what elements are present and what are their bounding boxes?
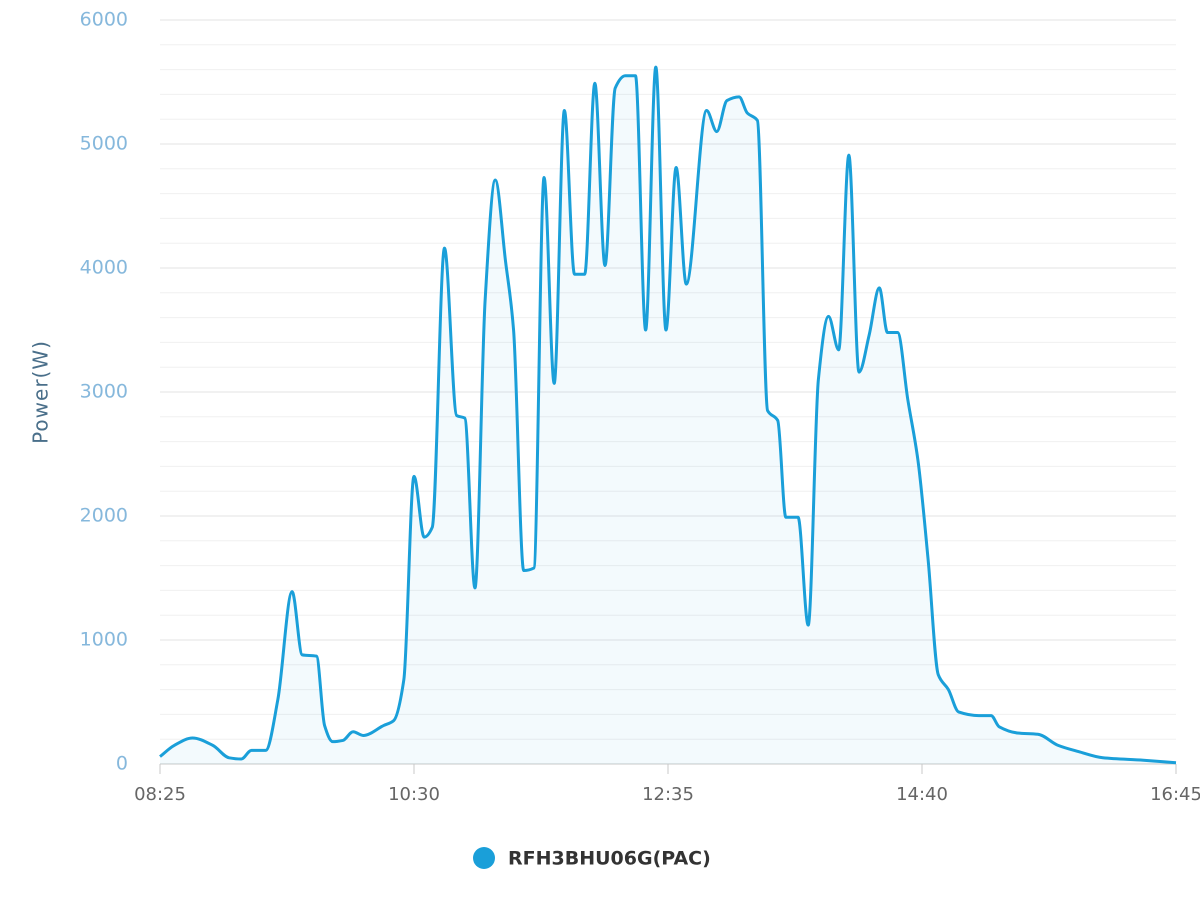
y-tick-label: 6000: [80, 9, 128, 31]
x-tick-label: 14:40: [896, 784, 948, 805]
area-fill: [160, 67, 1176, 765]
y-tick-label: 2000: [80, 505, 128, 527]
x-tick-label: 16:45: [1150, 784, 1200, 805]
x-tick-label: 12:35: [642, 784, 694, 805]
x-tick-label: 10:30: [388, 784, 440, 805]
legend-label: RFH3BHU06G(PAC): [508, 848, 711, 870]
x-tick-label: 08:25: [134, 784, 186, 805]
y-tick-label: 5000: [80, 133, 128, 155]
legend-marker: [473, 847, 495, 869]
y-axis-label: Power(W): [29, 340, 53, 444]
y-tick-label: 0: [116, 753, 128, 775]
y-tick-label: 4000: [80, 257, 128, 279]
y-tick-label: 3000: [80, 381, 128, 403]
y-tick-label: 1000: [80, 629, 128, 651]
series-line: [159, 65, 1177, 765]
